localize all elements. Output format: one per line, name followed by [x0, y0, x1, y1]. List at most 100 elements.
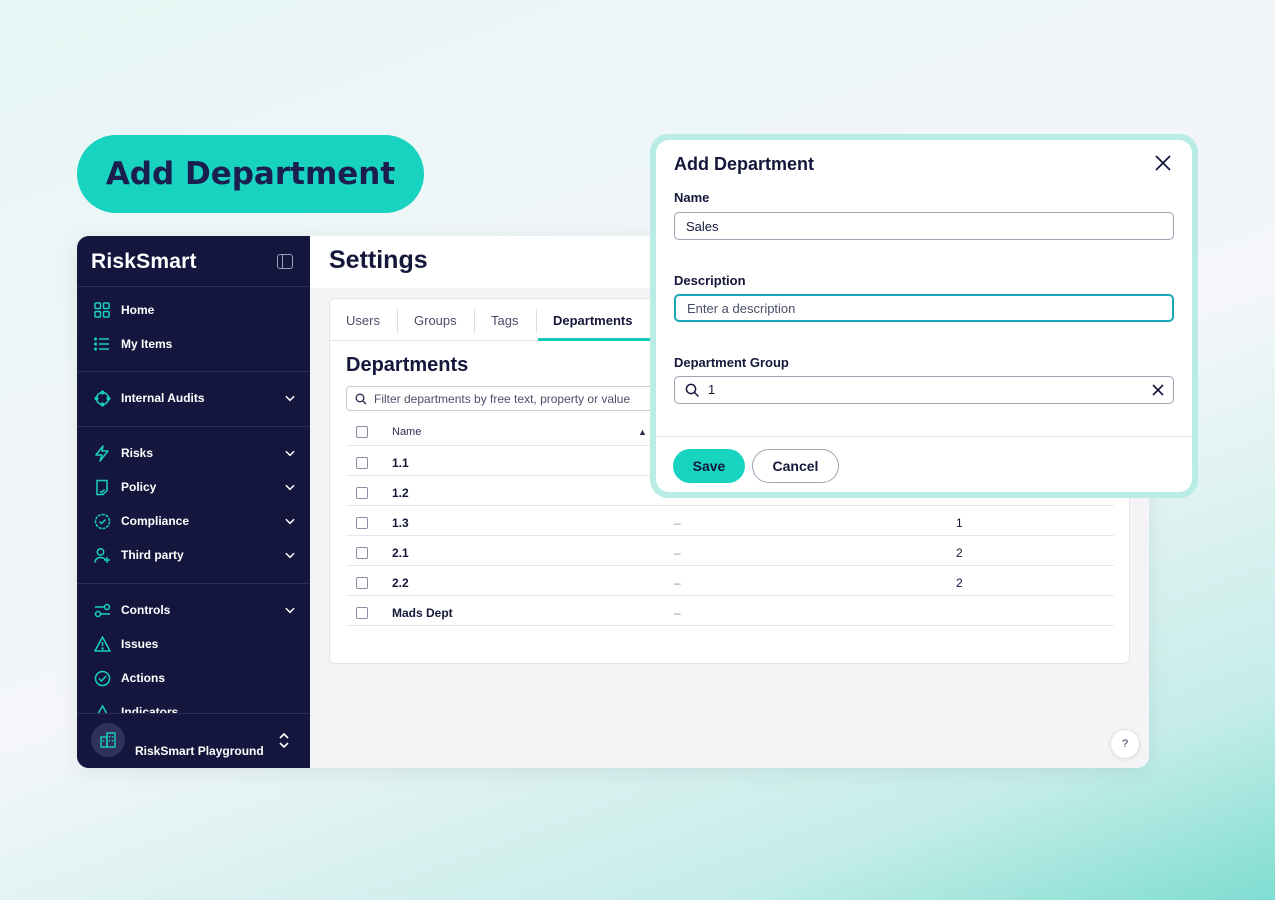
row-group: 1: [956, 516, 963, 530]
page-title: Settings: [329, 246, 428, 274]
sidebar-item-label: Controls: [121, 603, 171, 617]
description-label: Description: [674, 273, 746, 288]
divider: [346, 595, 1114, 596]
row-name[interactable]: 1.2: [392, 486, 409, 500]
row-description: –: [674, 546, 681, 560]
row-checkbox[interactable]: [356, 607, 368, 619]
filter-placeholder: Filter departments by free text, propert…: [374, 391, 631, 406]
row-name[interactable]: 2.1: [392, 546, 409, 560]
sidebar-item-label: Policy: [121, 480, 157, 494]
chevron-down-icon[interactable]: [285, 482, 295, 492]
tab-groups[interactable]: Groups: [414, 312, 457, 328]
row-checkbox[interactable]: [356, 547, 368, 559]
divider: [346, 505, 1114, 506]
department-group-label: Department Group: [674, 355, 789, 370]
row-name[interactable]: 1.3: [392, 516, 409, 530]
dialog-title: Add Department: [674, 154, 815, 174]
sidebar-item-label: Risks: [121, 446, 154, 460]
list-icon: [93, 335, 111, 353]
active-tab-indicator: [538, 338, 651, 341]
user-plus-icon: [93, 546, 111, 564]
sidebar-item-label: Actions: [121, 671, 166, 685]
row-checkbox[interactable]: [356, 517, 368, 529]
row-description: –: [674, 576, 681, 590]
row-checkbox[interactable]: [356, 457, 368, 469]
search-icon: [355, 393, 367, 404]
divider: [77, 583, 310, 584]
add-department-banner: Add Department: [77, 135, 424, 213]
description-field[interactable]: [674, 294, 1174, 322]
sidebar-item-label: Issues: [121, 637, 159, 651]
org-name: RiskSmart Playground: [135, 744, 264, 758]
row-checkbox[interactable]: [356, 487, 368, 499]
org-switcher[interactable]: RiskSmart Playground: [77, 713, 310, 768]
chevron-down-icon[interactable]: [285, 516, 295, 526]
sidebar-item-my-items[interactable]: My Items: [93, 331, 295, 357]
sidebar-item-label: Internal Audits: [121, 391, 205, 405]
sidebar-item-internal-audits[interactable]: Internal Audits: [93, 385, 295, 411]
chevron-up-down-icon[interactable]: [278, 732, 290, 751]
tab-users[interactable]: Users: [346, 312, 380, 328]
sidebar-item-controls[interactable]: Controls: [93, 597, 295, 623]
chevron-down-icon[interactable]: [285, 550, 295, 560]
tab-divider: [397, 309, 398, 333]
tab-tags[interactable]: Tags: [491, 312, 519, 328]
name-field[interactable]: [674, 212, 1174, 240]
brand-logo: RiskSmart: [91, 250, 197, 273]
department-group-field[interactable]: 1: [674, 376, 1174, 404]
divider: [77, 426, 310, 427]
audit-icon: [93, 389, 111, 407]
sidebar-item-policy[interactable]: Policy: [93, 474, 295, 500]
chevron-down-icon[interactable]: [285, 605, 295, 615]
select-all-checkbox[interactable]: [356, 426, 368, 438]
chevron-down-icon[interactable]: [285, 448, 295, 458]
column-header-name[interactable]: Name: [392, 426, 422, 438]
warning-icon: [93, 635, 111, 653]
tab-divider: [474, 309, 475, 333]
sidebar-item-label: Third party: [121, 548, 184, 562]
add-department-dialog: Add Department Name Description Departme…: [656, 140, 1192, 492]
divider: [346, 535, 1114, 536]
row-name[interactable]: 1.1: [392, 456, 409, 470]
close-icon[interactable]: [1154, 154, 1172, 172]
save-button[interactable]: Save: [673, 449, 745, 483]
cancel-button[interactable]: Cancel: [752, 449, 839, 483]
department-group-value: 1: [708, 382, 716, 397]
tab-departments[interactable]: Departments: [553, 312, 633, 328]
building-icon: [100, 732, 116, 748]
row-checkbox[interactable]: [356, 577, 368, 589]
row-description: –: [674, 516, 681, 530]
divider: [77, 371, 310, 372]
sidebar-item-label: Home: [121, 303, 155, 317]
row-name[interactable]: 2.2: [392, 576, 409, 590]
divider: [346, 625, 1114, 626]
org-avatar: [91, 723, 125, 757]
divider: [77, 286, 310, 287]
sidebar-item-risks[interactable]: Risks: [93, 440, 295, 466]
help-button[interactable]: ?: [1110, 729, 1140, 759]
sidebar-item-issues[interactable]: Issues: [93, 631, 295, 657]
sidebar-collapse-icon[interactable]: [277, 254, 293, 269]
chevron-down-icon[interactable]: [285, 393, 295, 403]
sidebar-item-label: Compliance: [121, 514, 190, 528]
badge-check-icon: [93, 512, 111, 530]
tab-divider: [536, 309, 537, 333]
sidebar-item-label: My Items: [121, 337, 173, 351]
filter-input[interactable]: Filter departments by free text, propert…: [346, 386, 676, 411]
toggle-icon: [93, 601, 111, 619]
policy-icon: [93, 478, 111, 496]
divider: [346, 565, 1114, 566]
row-name[interactable]: Mads Dept: [392, 606, 453, 620]
sidebar-item-actions[interactable]: Actions: [93, 665, 295, 691]
divider: [656, 436, 1192, 437]
row-group: 2: [956, 546, 963, 560]
grid-icon: [93, 301, 111, 319]
sidebar-item-third-party[interactable]: Third party: [93, 542, 295, 568]
row-group: 2: [956, 576, 963, 590]
sidebar-item-home[interactable]: Home: [93, 297, 295, 323]
row-description: –: [674, 606, 681, 620]
sort-ascending-icon[interactable]: ▲: [638, 427, 647, 437]
sidebar-item-compliance[interactable]: Compliance: [93, 508, 295, 534]
section-title: Departments: [346, 354, 469, 376]
clear-icon[interactable]: [1151, 383, 1165, 402]
